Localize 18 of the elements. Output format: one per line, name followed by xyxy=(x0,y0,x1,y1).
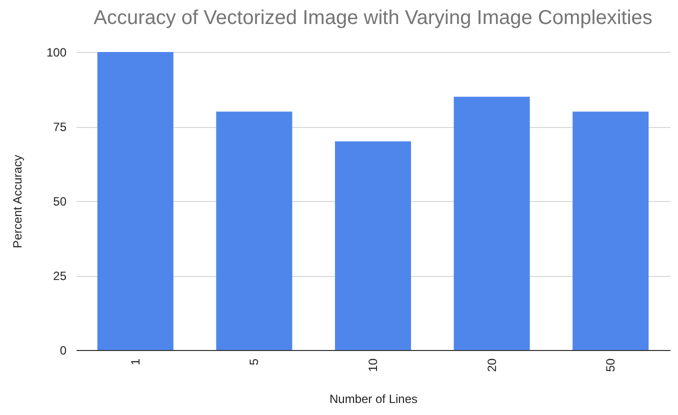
bar xyxy=(334,141,412,350)
y-tick-label: 50 xyxy=(53,194,67,208)
bar xyxy=(572,112,649,350)
y-tick-label: 0 xyxy=(60,344,67,358)
y-tick-label: 75 xyxy=(53,120,67,134)
y-tick-label: 100 xyxy=(46,46,67,60)
x-tick-label: 50 xyxy=(604,358,618,372)
y-axis-title: Percent Accuracy xyxy=(10,154,24,248)
bar xyxy=(97,52,174,350)
bar xyxy=(216,112,292,350)
bar xyxy=(454,96,530,350)
chart-title: Accuracy of Vectorized Image with Varying Image Complexities xyxy=(94,7,652,29)
x-tick-label: 10 xyxy=(366,358,380,372)
x-tick-label: 20 xyxy=(484,358,499,372)
x-axis-title: Number of Lines xyxy=(329,392,418,406)
x-tick-label: 1 xyxy=(128,358,142,366)
x-tick-label: 5 xyxy=(247,358,262,366)
y-tick-label: 25 xyxy=(53,269,67,283)
